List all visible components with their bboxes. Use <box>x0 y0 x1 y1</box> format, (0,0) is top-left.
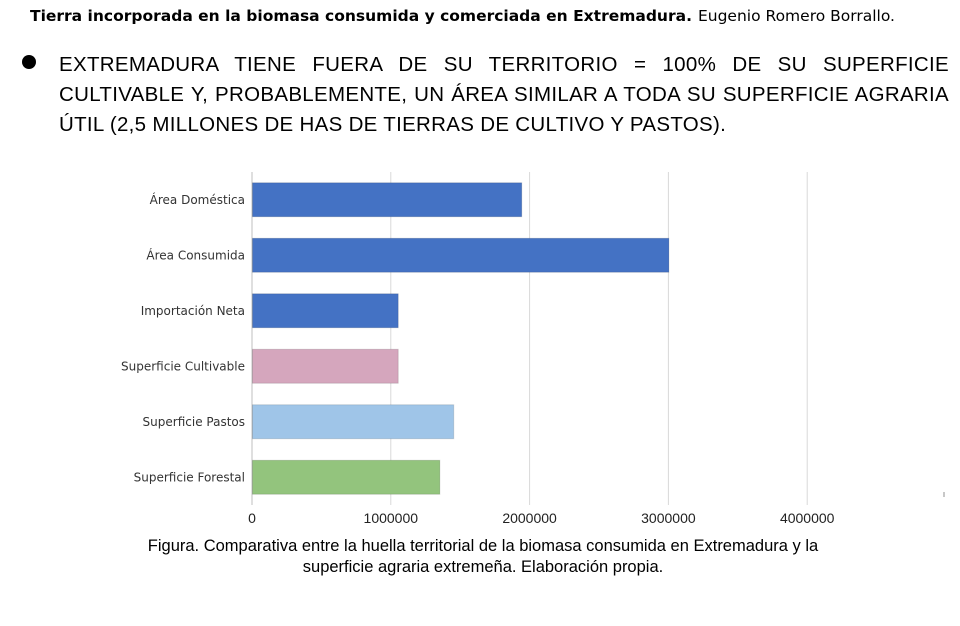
bar <box>252 348 399 384</box>
bullet-icon <box>22 55 36 69</box>
category-label: Área Consumida <box>146 247 245 262</box>
caption-line-2: superficie agraria extremeña. Elaboració… <box>302 558 664 576</box>
category-label: Superficie Pastos <box>143 415 245 429</box>
category-label: Superficie Cultivable <box>121 359 245 373</box>
bar <box>252 404 455 440</box>
x-tick-label: 3000000 <box>641 510 696 526</box>
bar <box>252 182 523 218</box>
bar <box>252 459 441 495</box>
category-label: Área Doméstica <box>150 192 245 207</box>
category-label: Superficie Forestal <box>134 470 245 484</box>
category-label: Importación Neta <box>141 304 245 318</box>
x-tick-label: 2000000 <box>502 510 557 526</box>
caption-line-1: Figura. Comparativa entre la huella terr… <box>147 537 819 555</box>
header-title: Tierra incorporada en la biomasa consumi… <box>30 7 692 25</box>
bar <box>252 237 670 273</box>
x-tick-label: 1000000 <box>364 510 419 526</box>
x-tick-label: 4000000 <box>780 510 835 526</box>
bar <box>252 293 399 329</box>
bullet-text: EXTREMADURA TIENE FUERA DE SU TERRITORIO… <box>59 53 949 136</box>
bar-chart: 0 1000000 2000000 3000000 4000000 Área Domést… <box>121 172 945 526</box>
figure-caption: Figura. Comparativa entre la huella terr… <box>0 536 960 578</box>
x-tick-label: 0 <box>248 510 256 526</box>
page-header: Tierra incorporada en la biomasa consumi… <box>30 7 895 25</box>
header-author: Eugenio Romero Borrallo. <box>697 7 895 25</box>
